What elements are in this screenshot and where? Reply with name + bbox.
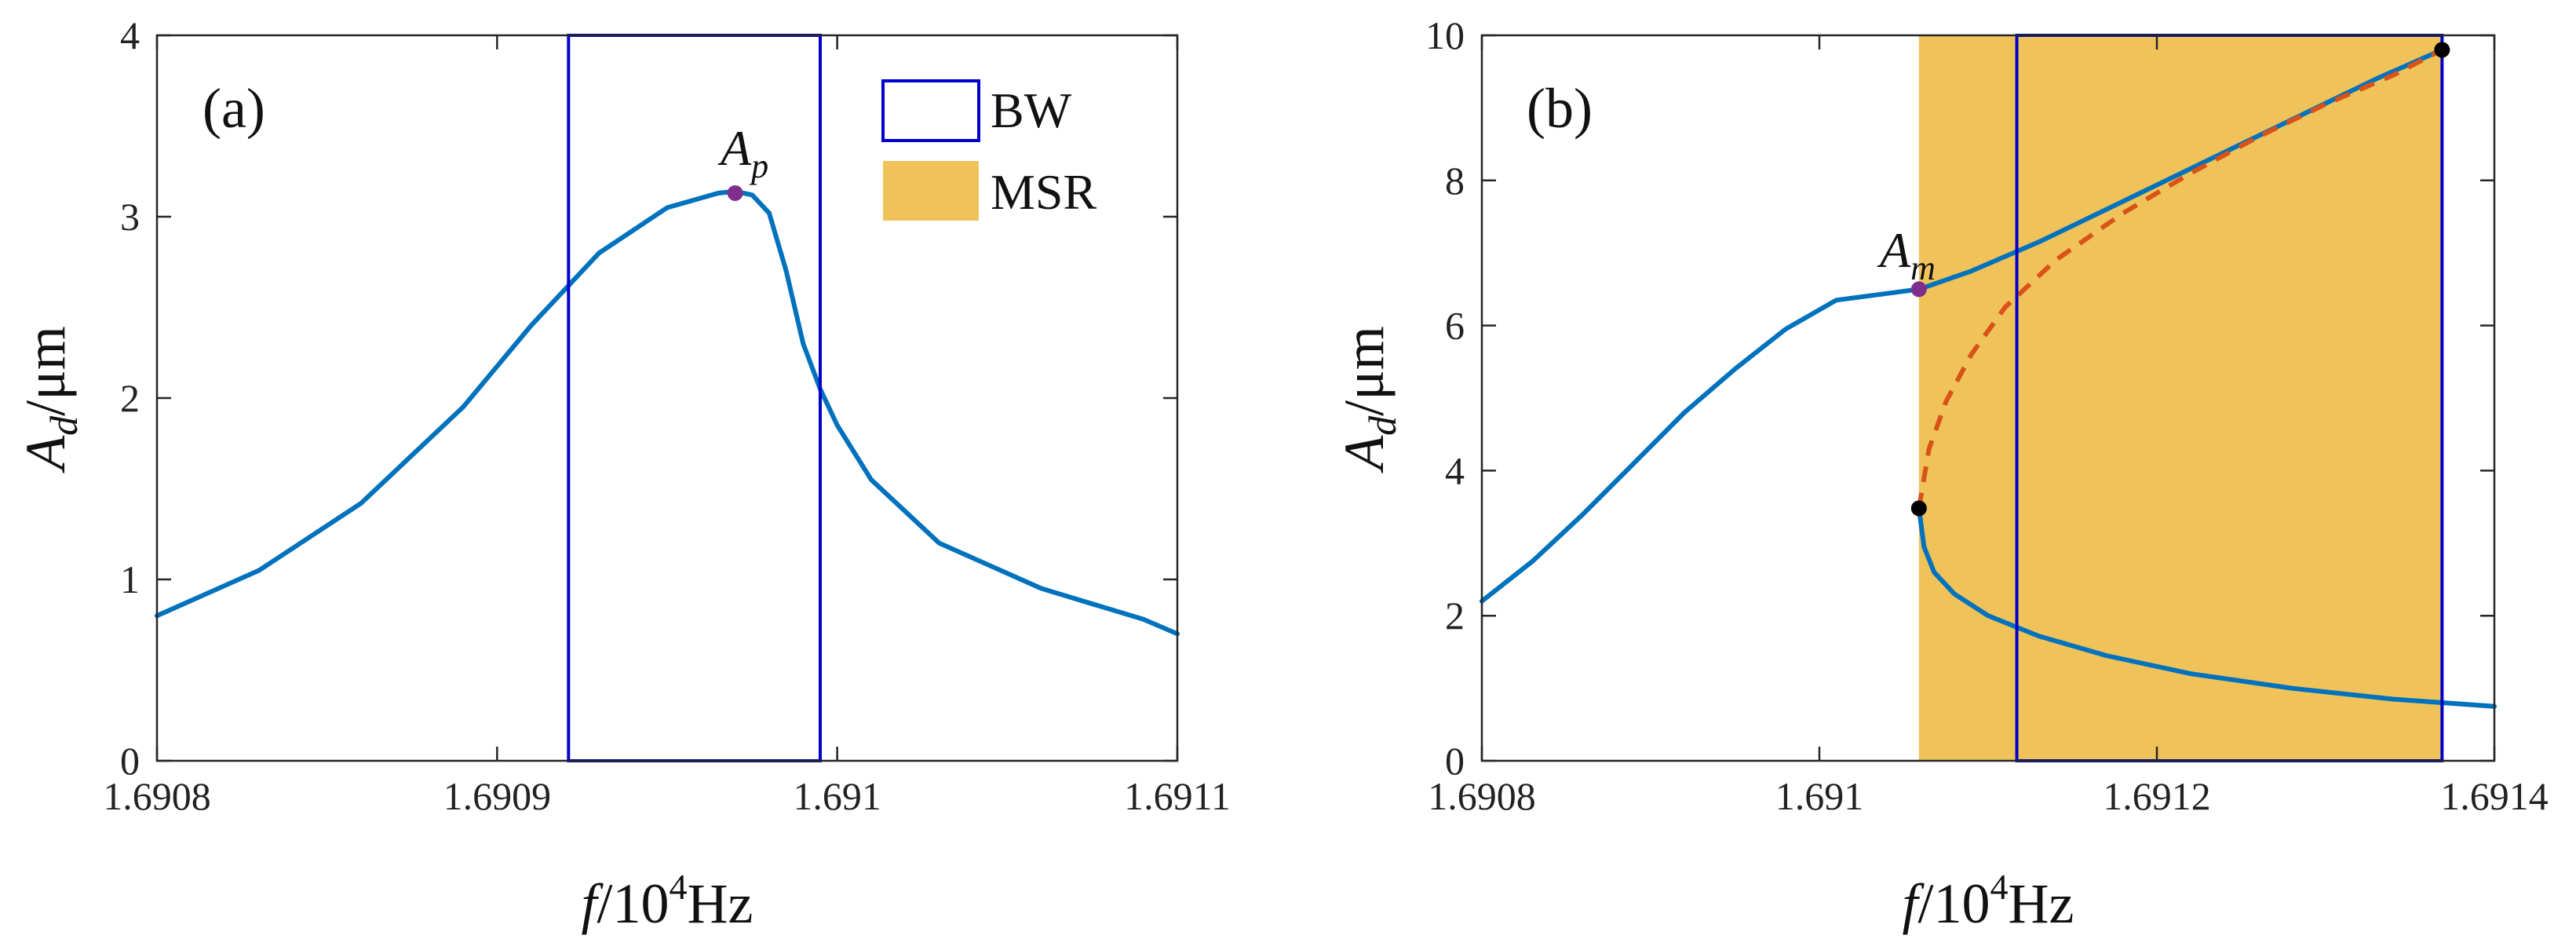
panel-a-xtick-label: 1.6909 <box>443 774 552 818</box>
panel-b-msr-region <box>1918 35 2443 761</box>
panel-b-ticks: 1.6908 1.691 1.6912 1.6914 0 2 4 6 8 10 <box>1425 13 2549 818</box>
panel-a-ytick-label: 3 <box>120 195 140 239</box>
panel-b-series-unstable-branch <box>1916 47 2443 509</box>
panel-a-marker-A_p <box>727 185 743 201</box>
panel-b-x-axis-label: f/104Hz <box>1903 867 2074 935</box>
panel-b-y-label-sub: d <box>1360 415 1404 436</box>
panel-b-x-label-hz: Hz <box>2009 872 2074 935</box>
panel-b-ytick-label: 4 <box>1445 448 1465 492</box>
panel-a-series-response <box>155 188 1180 637</box>
legend-bw-label: BW <box>991 82 1072 138</box>
panel-b-ytick-label: 2 <box>1445 594 1465 638</box>
panel-b-y-label-unit: /μm <box>1333 326 1396 416</box>
panel-b-axes-frame <box>1480 34 2496 762</box>
panel-a-peak-annotation: Ap <box>717 120 768 185</box>
panel-a-peak-annotation-var: A <box>717 120 752 176</box>
panel-b-am-annotation: Am <box>1877 222 1936 287</box>
panel-a-bw-box <box>567 34 822 762</box>
panel-b-y-axis-label: Ad/μm <box>1333 326 1404 473</box>
panel-a-legend: BW MSR <box>881 79 1097 221</box>
panel-a: 1.6908 1.6909 1.691 1.6911 0 1 2 3 4 (a) Ap BW M… <box>14 13 1231 935</box>
panel-a-xtick-label: 1.691 <box>793 774 881 818</box>
panel-a-x-axis-label: f/104Hz <box>582 867 753 935</box>
panel-a-x-label-hz: Hz <box>688 872 753 935</box>
panel-a-plot-layer <box>155 34 1180 762</box>
panel-b-xtick-label: 1.6908 <box>1428 774 1536 818</box>
panel-a-y-label-unit: /μm <box>14 326 77 416</box>
panel-a-ticks: 1.6908 1.6909 1.691 1.6911 0 1 2 3 4 <box>103 13 1231 818</box>
panel-a-peak-annotation-sub: p <box>749 147 768 185</box>
panel-a-x-label-unit: /10 <box>597 872 670 935</box>
panel-b: 1.6908 1.691 1.6912 1.6914 0 2 4 6 8 10 (b) Am f/… <box>1333 13 2549 935</box>
panel-a-ytick-label: 1 <box>120 557 140 601</box>
panel-b-x-label-unit: /10 <box>1918 872 1990 935</box>
panel-a-axes-frame <box>155 34 1179 762</box>
panel-a-y-label-var: A <box>14 435 77 473</box>
legend-bw-swatch <box>881 79 980 142</box>
panel-b-xtick-label: 1.6914 <box>2440 774 2549 818</box>
panel-b-am-annotation-var: A <box>1877 222 1911 278</box>
panel-b-ytick-label: 8 <box>1445 159 1465 203</box>
panel-b-plot-layer <box>1480 34 2497 762</box>
panel-b-marker-lower-saddle-node <box>1910 500 1927 517</box>
legend-msr-swatch <box>883 161 979 221</box>
panel-a-ytick-label: 2 <box>120 376 140 420</box>
legend-msr-label: MSR <box>991 164 1097 220</box>
panel-b-xtick-label: 1.6912 <box>2103 774 2211 818</box>
panel-b-xtick-label: 1.691 <box>1775 774 1864 818</box>
panel-b-label: (b) <box>1527 77 1593 140</box>
panel-a-y-label-sub: d <box>42 415 86 436</box>
panel-b-x-label-exp: 4 <box>1990 867 2009 907</box>
panel-b-ytick-label: 10 <box>1425 13 1465 57</box>
panel-b-ytick-label: 6 <box>1445 304 1465 348</box>
panel-a-xtick-label: 1.6911 <box>1124 774 1231 818</box>
panel-a-xtick-label: 1.6908 <box>103 774 211 818</box>
panel-b-marker-A_m <box>1910 281 1927 298</box>
panel-a-ytick-label: 0 <box>120 739 140 783</box>
panel-a-y-axis-label: Ad/μm <box>14 326 86 473</box>
panel-b-ytick-label: 0 <box>1445 739 1465 783</box>
panel-b-am-annotation-sub: m <box>1910 249 1936 287</box>
panel-a-ytick-label: 4 <box>120 13 140 57</box>
panel-b-y-label-var: A <box>1333 435 1396 473</box>
panel-b-marker-upper-saddle-node <box>2434 42 2450 58</box>
panel-a-label: (a) <box>203 77 265 140</box>
panel-b-series-lower-stable-branch <box>1916 506 2497 709</box>
panel-a-x-label-exp: 4 <box>670 867 688 907</box>
